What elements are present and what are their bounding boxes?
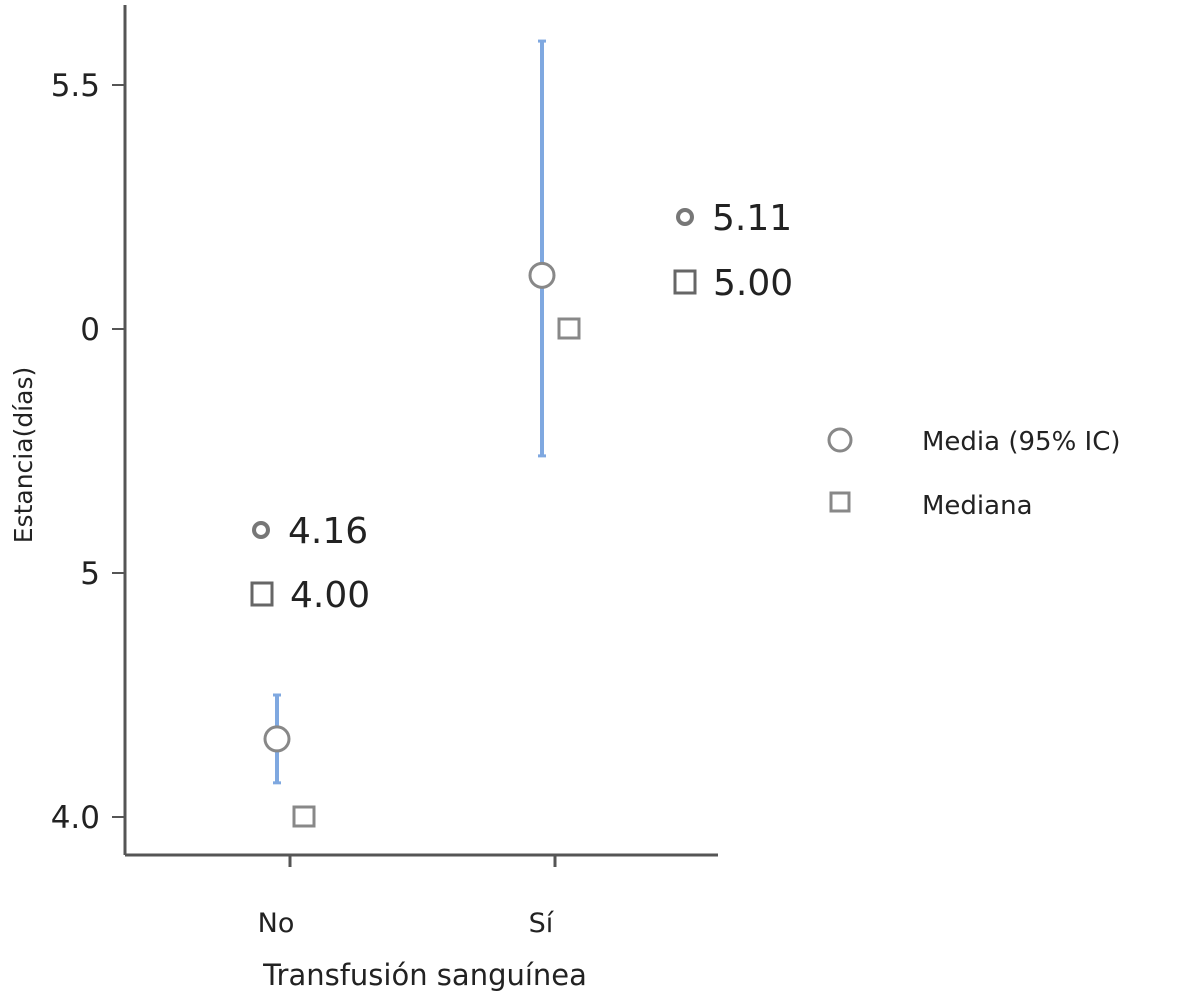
legend-mean-label: Media (95% IC) bbox=[922, 427, 1121, 457]
legend-median-icon bbox=[829, 491, 851, 513]
y-tick-label: 5 bbox=[80, 556, 100, 592]
mean-annotation-label: 4.16 bbox=[288, 511, 368, 552]
median-annotation-icon bbox=[250, 581, 274, 607]
legend-median-label: Mediana bbox=[922, 491, 1033, 521]
mean-point bbox=[263, 725, 291, 753]
y-axis-label: Estancia(días) bbox=[9, 367, 38, 543]
axes: 5.5 0 5 4.0 No Sí bbox=[51, 5, 718, 939]
median-point bbox=[557, 317, 581, 340]
median-annotation-label: 5.00 bbox=[713, 263, 793, 304]
median-annotation-icon bbox=[673, 269, 697, 295]
mean-annotation-icon bbox=[252, 521, 270, 539]
median-point bbox=[292, 805, 316, 828]
x-axis-label: Transfusión sanguínea bbox=[262, 958, 587, 992]
y-tick-label: 5.5 bbox=[51, 68, 100, 104]
y-tick-label: 0 bbox=[80, 312, 100, 348]
legend: Media (95% IC) Mediana bbox=[827, 427, 1121, 521]
annotations: 4.16 4.00 5.11 5.00 bbox=[250, 198, 793, 616]
marks bbox=[263, 39, 581, 828]
mean-annotation-label: 5.11 bbox=[712, 198, 792, 239]
mean-point bbox=[528, 261, 556, 289]
y-tick-label: 4.0 bbox=[51, 800, 100, 836]
median-annotation-label: 4.00 bbox=[290, 575, 370, 616]
x-tick-label: Sí bbox=[529, 908, 555, 939]
x-tick-label: No bbox=[258, 908, 295, 939]
legend-mean-icon bbox=[827, 427, 853, 453]
mean-annotation-icon bbox=[676, 208, 694, 226]
